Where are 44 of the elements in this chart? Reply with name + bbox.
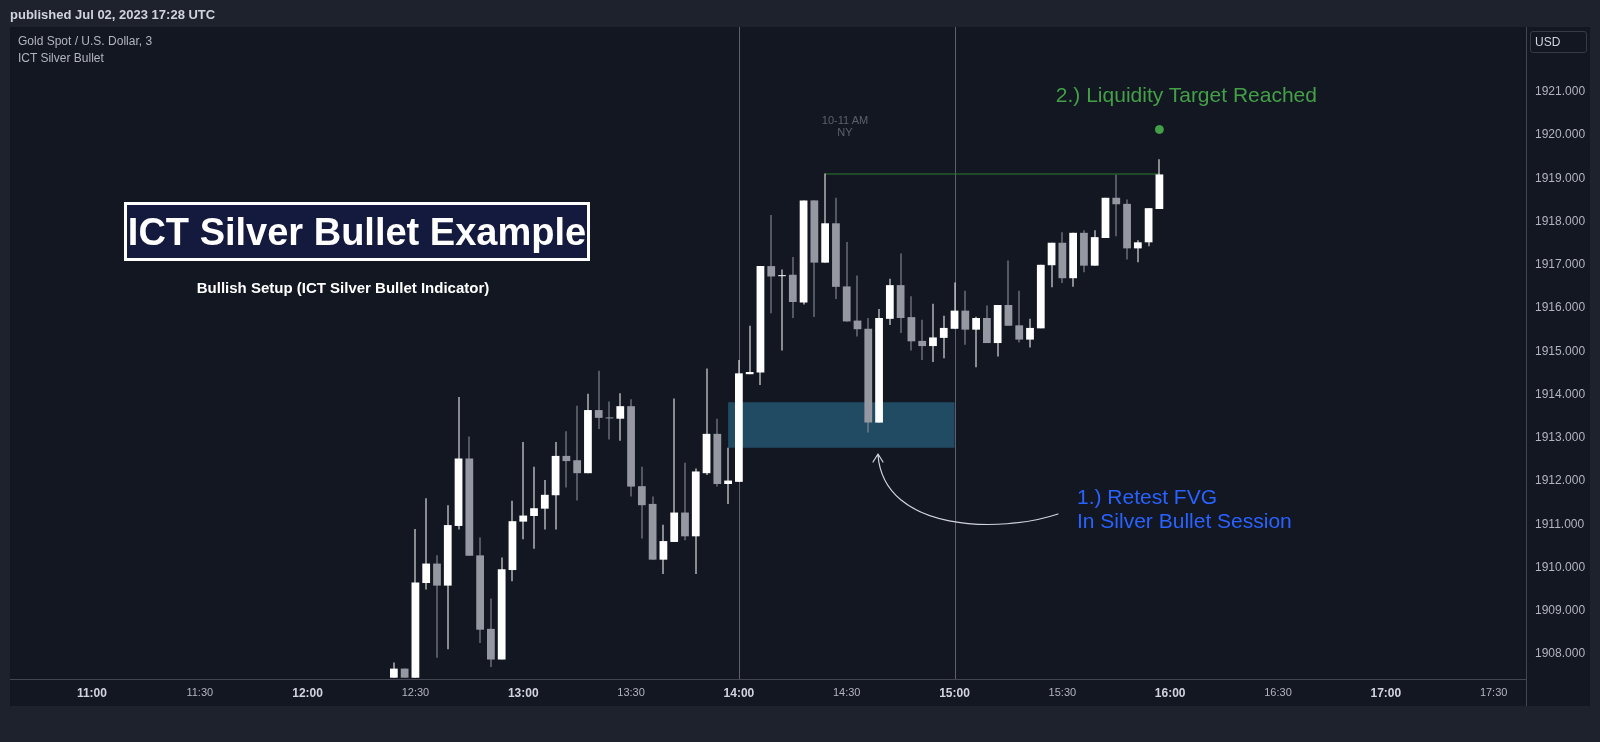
y-tick-label: 1915.000 [1535, 343, 1586, 358]
candlestick [519, 442, 528, 540]
y-tick-label: 1921.000 [1535, 84, 1586, 99]
x-tick-label: 12:00 [292, 685, 324, 700]
x-tick-label: 11:30 [186, 685, 214, 698]
x-tick-label: 11:00 [76, 685, 108, 700]
y-tick-label: 1912.000 [1535, 473, 1586, 488]
y-tick-label: 1914.000 [1535, 386, 1586, 401]
y-tick-label: 1918.000 [1535, 213, 1586, 228]
y-tick-label: 1913.000 [1535, 430, 1586, 445]
annotation: 2.) Liquidity Target Reached [1055, 83, 1317, 107]
y-tick-label: 1917.000 [1535, 257, 1586, 272]
x-tick-label: 14:30 [832, 685, 861, 698]
x-tick-label: 13:30 [617, 685, 645, 698]
y-tick-label: 1916.000 [1535, 300, 1586, 315]
text: published Jul 02, 2023 17:28 UTC [10, 7, 216, 22]
annotation: 10-11 AM NY [821, 114, 869, 138]
x-tick-label: 17:00 [1370, 685, 1402, 700]
candlestick [745, 325, 754, 375]
x-tick-label: 17:30 [1479, 685, 1508, 698]
x-tick-label: 16:30 [1264, 685, 1292, 698]
annotation: 1.) Retest FVG In Silver Bullet Session [1077, 485, 1292, 533]
x-tick-label: 13:00 [507, 685, 539, 700]
y-axis-title: USD [1535, 34, 1561, 50]
y-tick-label: 1908.000 [1535, 646, 1586, 661]
x-tick-label: 15:30 [1048, 685, 1077, 698]
y-tick-label: 1920.000 [1535, 127, 1586, 142]
y-tick-label: 1910.000 [1535, 559, 1586, 574]
y-tick-label: 1911.000 [1535, 516, 1585, 531]
y-tick-label: 1909.000 [1535, 603, 1586, 617]
annotation: ICT Silver Bullet [18, 51, 104, 65]
text: ICT Silver Bullet Example [127, 209, 587, 254]
candlestick [767, 215, 776, 314]
candlestick [530, 466, 538, 549]
candlestick [1112, 174, 1121, 237]
x-tick-label: 15:00 [939, 685, 971, 700]
candlestick [778, 269, 786, 351]
text: Bullish Setup (ICT Silver Bullet Indicator) [196, 278, 490, 296]
x-tick-label: 12:30 [401, 685, 430, 698]
annotation: Gold Spot / U.S. Dollar, 3 [18, 34, 153, 48]
x-tick-label: 16:00 [1154, 685, 1186, 700]
x-tick-label: 14:00 [723, 685, 755, 700]
y-tick-label: 1919.000 [1535, 170, 1586, 185]
candlestick [562, 431, 571, 488]
